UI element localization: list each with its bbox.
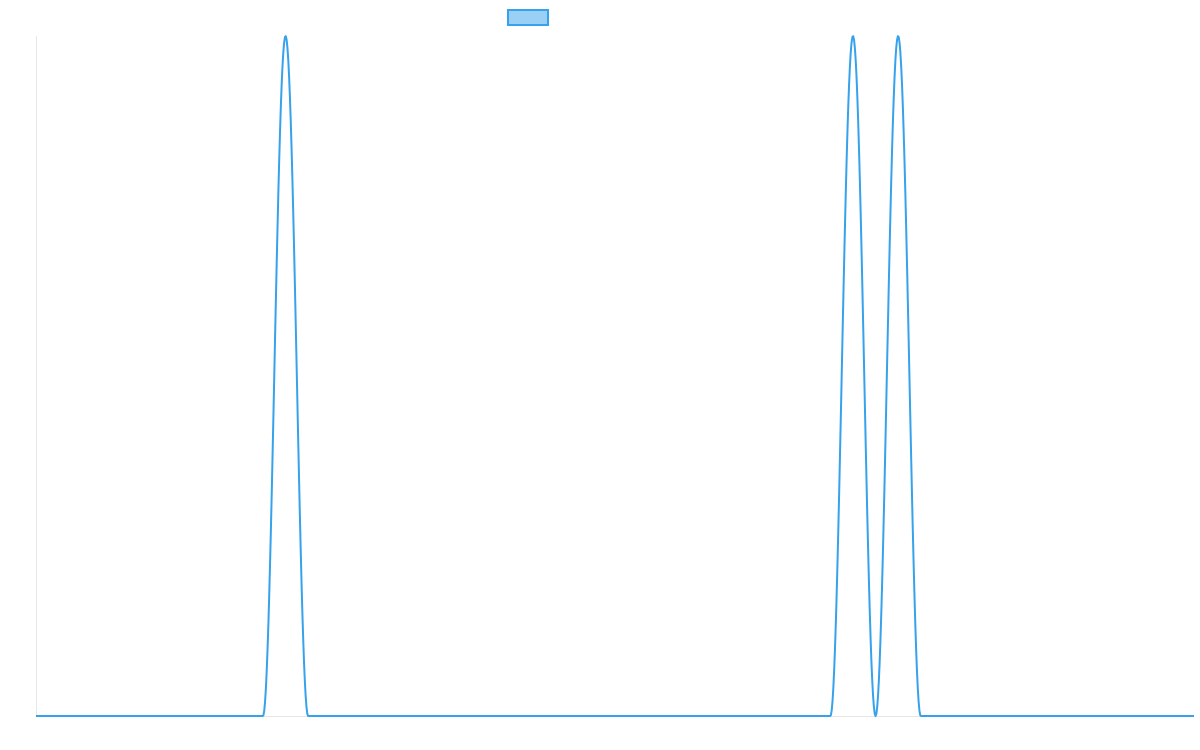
legend-swatch-series-1[interactable] bbox=[507, 9, 549, 26]
legend[interactable] bbox=[507, 9, 549, 26]
series-line-1 bbox=[35, 35, 1195, 717]
